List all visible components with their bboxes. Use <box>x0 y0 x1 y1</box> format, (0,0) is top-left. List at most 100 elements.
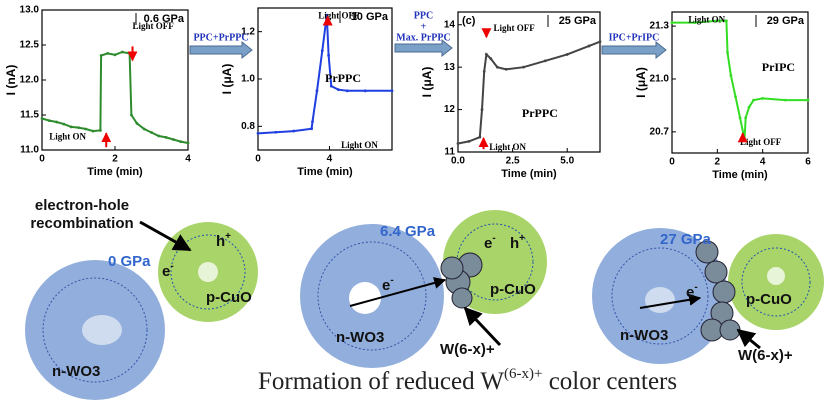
annotation: Light ON <box>489 142 526 152</box>
chart-title: 25 GPa <box>559 15 597 27</box>
data-point <box>77 126 80 129</box>
defect <box>712 280 736 304</box>
defect <box>704 260 728 284</box>
x-tick-label: 0 <box>255 154 261 165</box>
data-point <box>55 120 58 124</box>
annotation: Light OFF <box>494 23 536 33</box>
annotation: Light OFF <box>133 21 175 31</box>
transition-arrow <box>394 38 453 58</box>
arrow <box>736 328 761 350</box>
data-point <box>738 116 742 120</box>
x-tick-label: 2 <box>112 154 118 165</box>
data-point <box>482 69 486 73</box>
plot-frame <box>41 9 189 151</box>
annotation: PrIPC <box>762 60 795 74</box>
annotation: PrPPC <box>522 106 558 120</box>
data-point <box>363 89 367 93</box>
data-point <box>726 51 729 54</box>
label: electron-hole <box>35 197 129 214</box>
data-point <box>744 116 748 120</box>
data-point <box>485 53 488 56</box>
depletion <box>456 223 534 301</box>
depletion <box>741 247 811 317</box>
depletion <box>317 241 427 351</box>
y-tick-label: 13.0 <box>20 5 40 16</box>
annotation: Light OFF <box>318 11 360 21</box>
x-tick-label: 2.5 <box>506 156 520 167</box>
x-tick-label: 4 <box>327 154 333 165</box>
x-axis-label: Time (min) <box>297 166 353 178</box>
plot-frame <box>671 11 809 154</box>
x-tick-label: 2 <box>715 157 721 168</box>
chart-title: 29 GPa <box>767 15 805 27</box>
chart: 20.7 21.0 21.3 0 2 4 6 Time (min) I (μA) 29 GPa Li… <box>634 11 811 181</box>
transition-label: Max. PrPPC <box>396 32 450 43</box>
y-axis-label: I (μA) <box>420 67 434 98</box>
data-point <box>62 122 66 126</box>
y-tick-label: 12.5 <box>20 40 40 51</box>
annotation: PrPPC <box>325 71 361 85</box>
data-point <box>40 117 44 120</box>
diagram: electron-hole recombination 0 GPa e- h+ … <box>25 197 824 400</box>
label: p-CuO <box>490 281 536 298</box>
data-point <box>99 54 103 57</box>
data-point <box>725 19 728 23</box>
data-point <box>311 120 314 123</box>
data-point <box>172 138 175 141</box>
data-point <box>761 96 765 100</box>
x-tick-label: 6 <box>805 157 811 168</box>
y-tick-label: 21.3 <box>650 21 670 32</box>
data-point <box>84 127 88 131</box>
data-point <box>99 129 102 132</box>
data-point <box>164 136 168 139</box>
x-axis-label: Time (min) <box>87 166 143 178</box>
data-point <box>587 44 591 48</box>
core <box>349 282 381 314</box>
panel-label: (c) <box>462 15 476 27</box>
data-point <box>489 57 493 61</box>
y-tick-label: 13 <box>444 62 456 73</box>
data-point <box>128 52 132 55</box>
caption: Formation of reduced W(6-x)+ color cente… <box>258 366 677 394</box>
data-point <box>467 139 471 143</box>
y-tick-label: 21.0 <box>650 74 670 85</box>
hole: h+ <box>216 231 231 250</box>
depletion <box>611 247 709 345</box>
data-point <box>734 95 737 98</box>
x-tick-label: 4 <box>185 154 191 165</box>
y-axis-label: I (μA) <box>634 67 648 98</box>
y-tick-label: 12.0 <box>20 75 40 86</box>
pressure: 6.4 GPa <box>380 223 436 240</box>
label: recombination <box>30 215 133 232</box>
data-point <box>345 89 349 93</box>
data-point <box>91 129 95 133</box>
chart-title: 0.6 GPa <box>144 13 185 25</box>
y-axis-label: I (nA) <box>4 65 18 96</box>
label: W(6-x)+ <box>440 341 495 358</box>
arrow <box>349 277 447 307</box>
x-tick-label: 5.0 <box>560 156 574 167</box>
data-point <box>106 52 110 55</box>
data-point <box>150 131 153 134</box>
data-point <box>142 127 146 131</box>
data-point <box>543 59 547 63</box>
data-point <box>783 98 787 102</box>
data-point <box>478 135 482 139</box>
core <box>198 262 218 282</box>
defect <box>719 319 741 341</box>
data-point <box>565 53 569 56</box>
x-axis-label: Time (min) <box>501 168 557 180</box>
pressure: 27 GPa <box>660 231 712 248</box>
x-tick-label: 4 <box>760 157 766 168</box>
label: p-CuO <box>206 289 252 306</box>
label: n-WO3 <box>336 329 384 346</box>
data-point <box>670 21 674 24</box>
label: W(6-x)+ <box>738 347 793 364</box>
data-point <box>693 21 697 24</box>
depletion <box>170 234 246 310</box>
data-point <box>315 89 319 93</box>
